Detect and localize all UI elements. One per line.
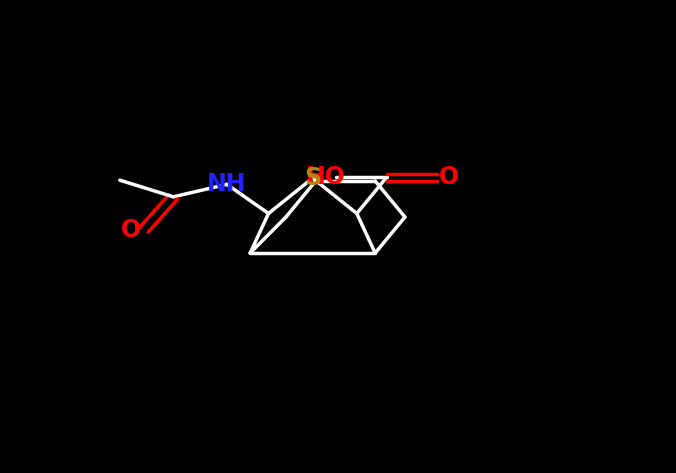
Text: S: S: [304, 166, 321, 190]
Text: HO: HO: [306, 166, 345, 189]
Text: O: O: [122, 218, 141, 242]
Text: O: O: [439, 166, 459, 189]
Text: NH: NH: [207, 172, 247, 196]
